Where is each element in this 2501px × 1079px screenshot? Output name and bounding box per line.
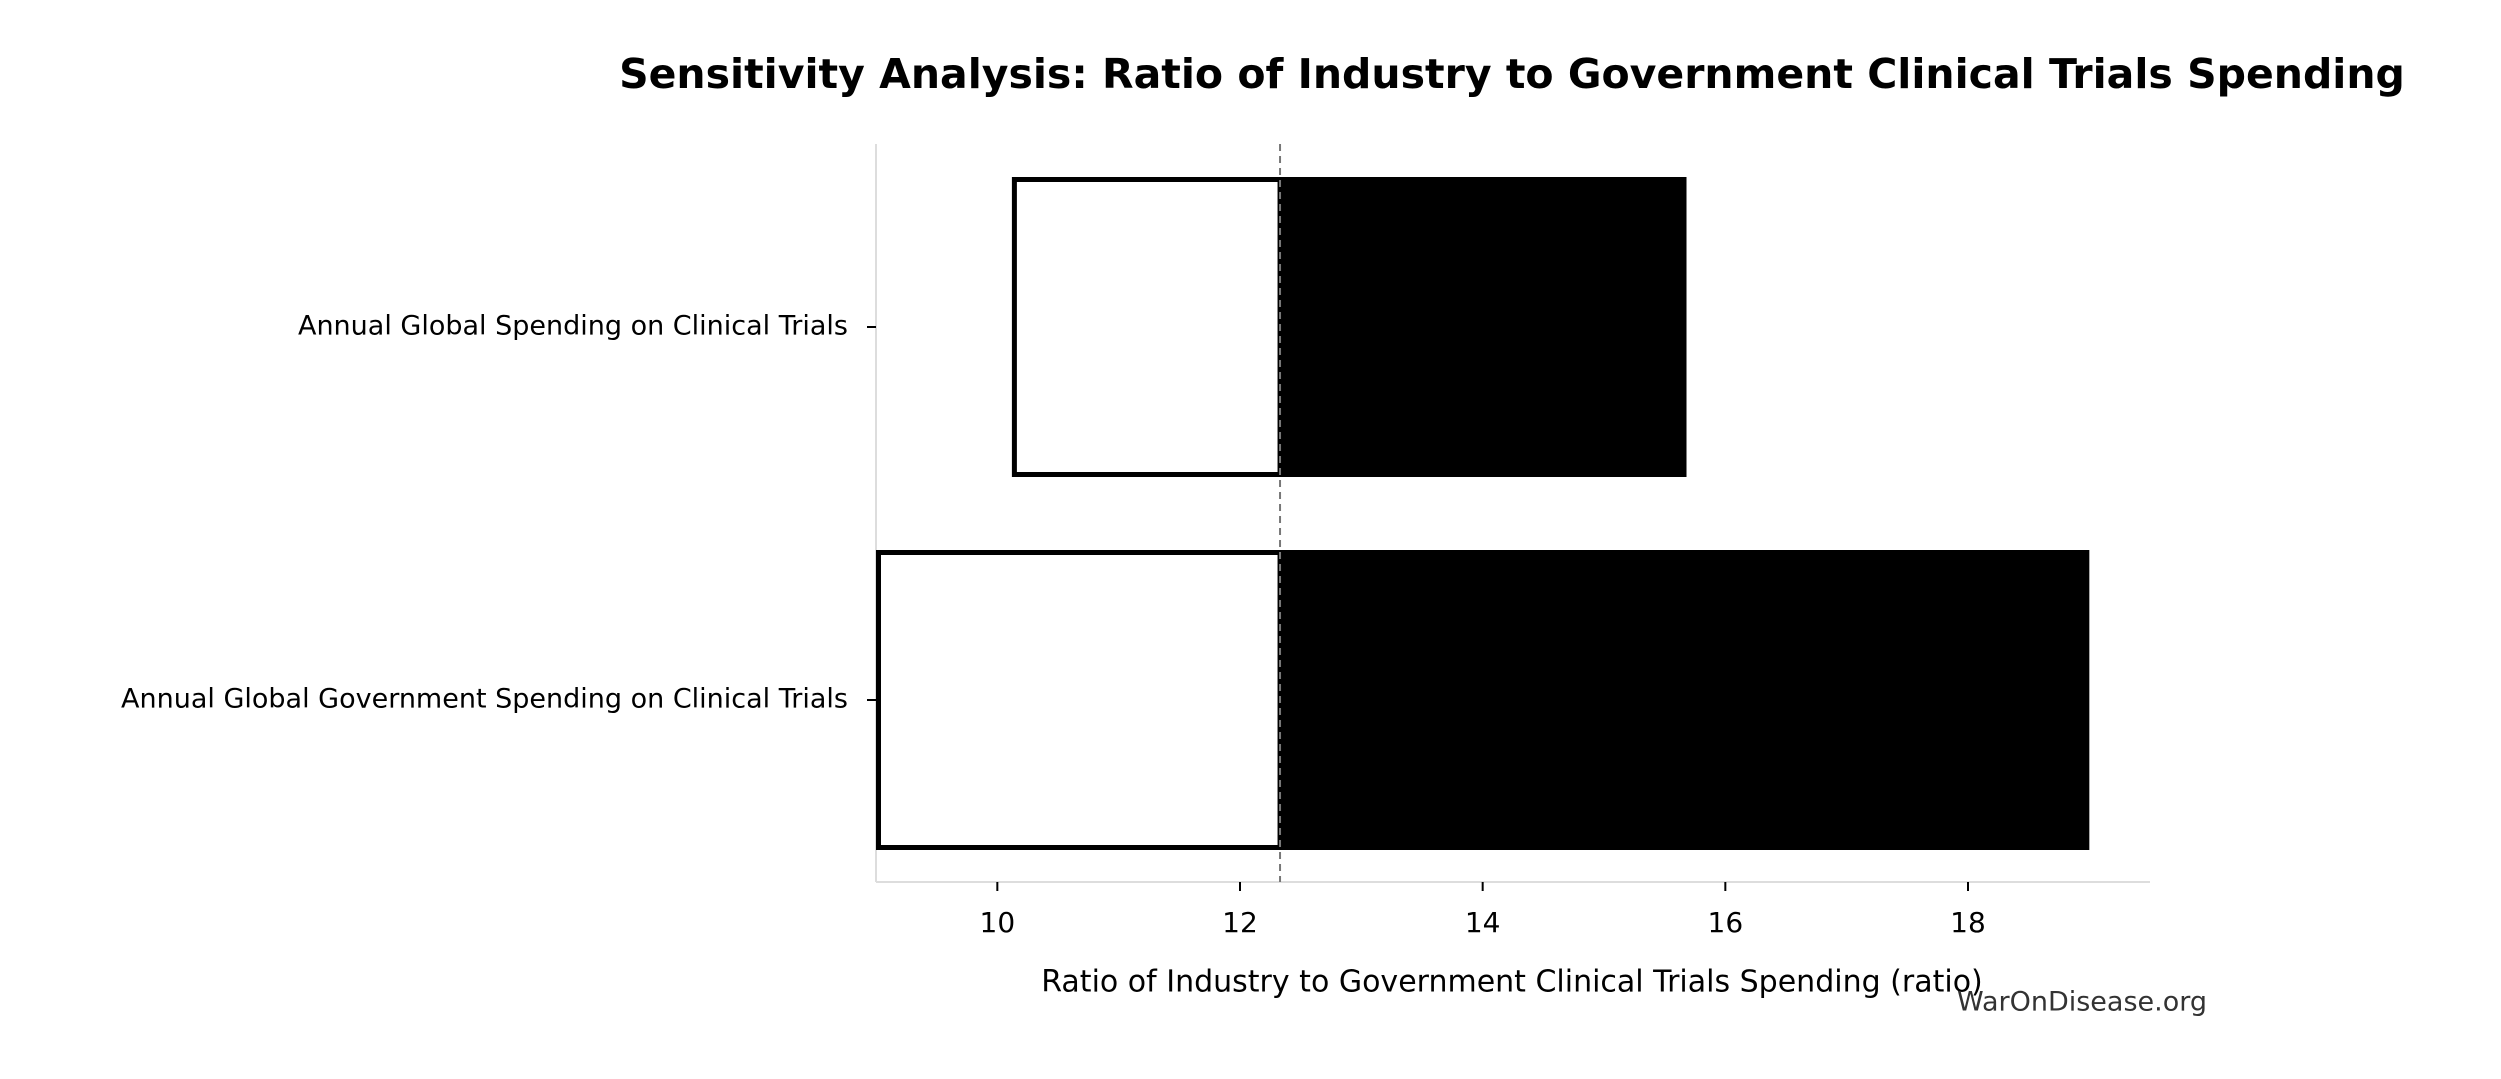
x-axis-label: Ratio of Industry to Government Clinical… [1041,965,1983,1000]
low-bar [1011,177,1283,477]
y-tick-label: Annual Global Government Spending on Cli… [121,684,848,715]
x-tick-label: 18 [1950,906,1986,939]
high-bar [1280,550,2090,850]
low-bar [876,550,1283,850]
chart-title: Sensitivity Analysis: Ratio of Industry … [619,50,2405,98]
x-tick-label: 12 [1222,906,1258,939]
x-tick-label: 16 [1708,906,1744,939]
x-tick-label: 10 [980,906,1016,939]
y-tick-label: Annual Global Spending on Clinical Trial… [298,311,848,342]
watermark: WarOnDisease.org [1957,987,2207,1018]
x-tick-label: 14 [1465,906,1501,939]
high-bar [1280,177,1687,477]
